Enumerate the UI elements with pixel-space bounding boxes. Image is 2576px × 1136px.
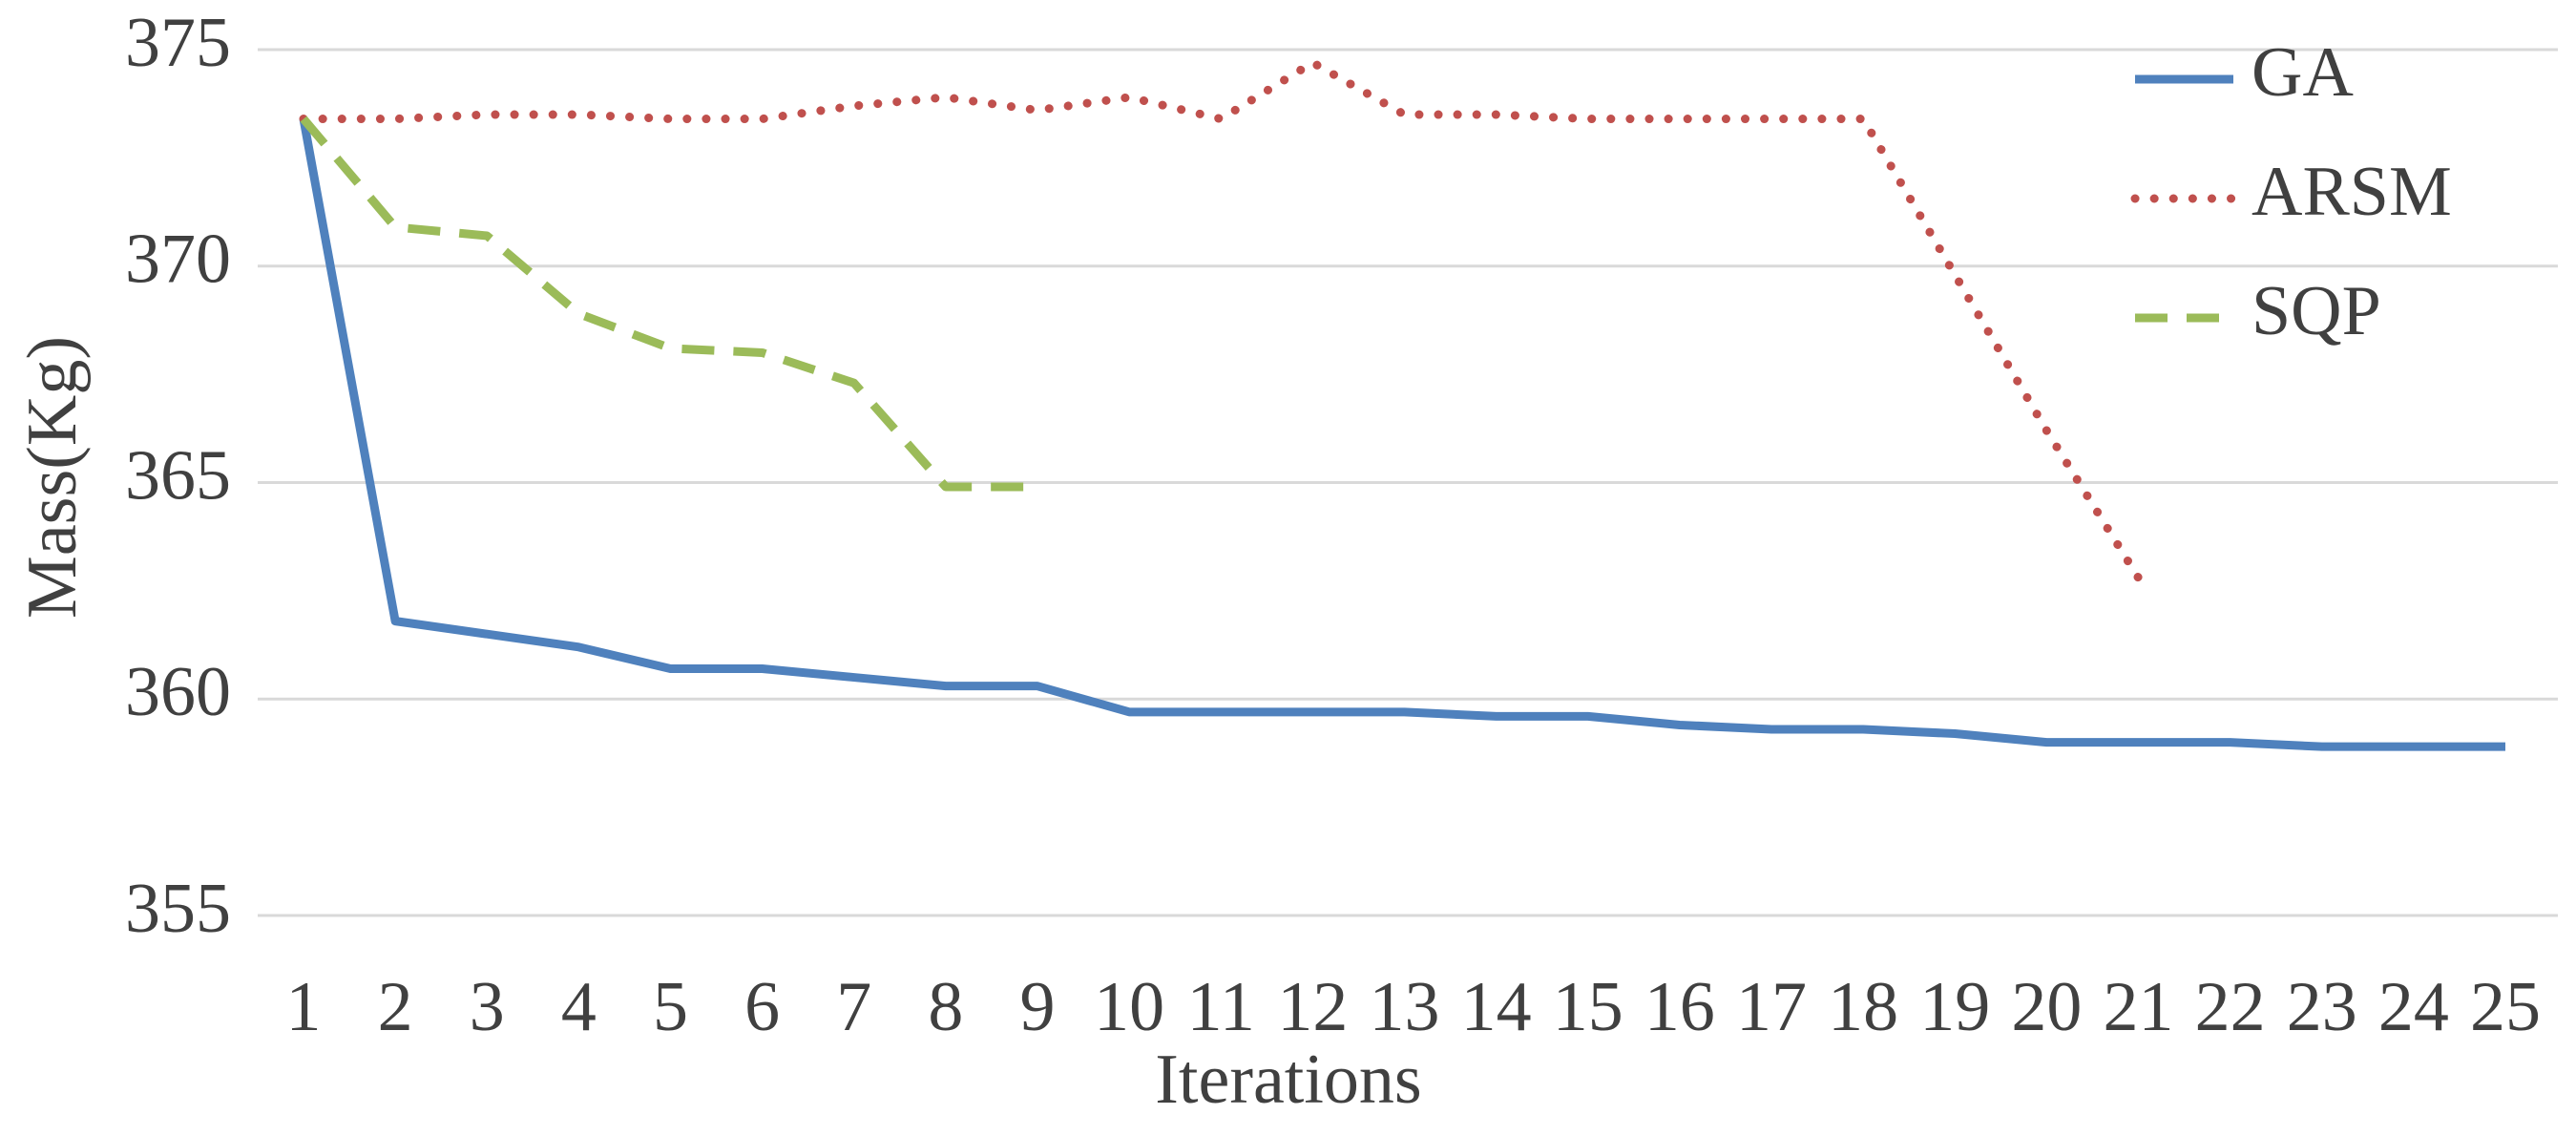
x-tick-label: 12 (1277, 968, 1348, 1046)
x-tick-label: 4 (561, 968, 597, 1046)
x-tick-label: 3 (470, 968, 505, 1046)
x-tick-label: 10 (1094, 968, 1164, 1046)
x-axis-label: Iterations (1155, 1041, 1421, 1119)
x-tick-label: 14 (1461, 968, 1532, 1046)
series-line (300, 116, 1037, 492)
y-axis-label: Mass(Kg) (13, 336, 92, 619)
y-tick-label: 375 (125, 4, 231, 82)
x-tick-label: 15 (1553, 968, 1623, 1046)
x-tick-label: 24 (2378, 968, 2449, 1046)
legend-label: SQP (2251, 272, 2381, 350)
x-tick-label: 6 (744, 968, 780, 1046)
x-tick-label: 8 (928, 968, 963, 1046)
y-tick-label: 365 (125, 436, 231, 515)
x-tick-label: 18 (1828, 968, 1898, 1046)
x-tick-label: 7 (836, 968, 871, 1046)
x-tick-label: 22 (2195, 968, 2266, 1046)
x-tick-label: 20 (2011, 968, 2082, 1046)
x-tick-label: 21 (2104, 968, 2174, 1046)
series-line (299, 117, 2505, 751)
x-tick-label: 17 (1736, 968, 1807, 1046)
series-line (299, 58, 2143, 582)
x-tick-label: 2 (378, 968, 413, 1046)
legend-label: ARSM (2251, 153, 2452, 231)
y-tick-label: 355 (125, 870, 231, 948)
x-tick-label: 9 (1020, 968, 1056, 1046)
x-tick-label: 11 (1187, 968, 1255, 1046)
y-tick-label: 360 (125, 653, 231, 731)
x-tick-label: 16 (1644, 968, 1715, 1046)
y-tick-label: 370 (125, 221, 231, 299)
x-tick-label: 5 (653, 968, 688, 1046)
x-tick-label: 1 (286, 968, 322, 1046)
x-tick-label: 19 (1919, 968, 1990, 1046)
legend-label: GA (2251, 33, 2354, 112)
x-tick-label: 13 (1370, 968, 1440, 1046)
x-tick-label: 25 (2470, 968, 2541, 1046)
x-tick-label: 23 (2287, 968, 2357, 1046)
